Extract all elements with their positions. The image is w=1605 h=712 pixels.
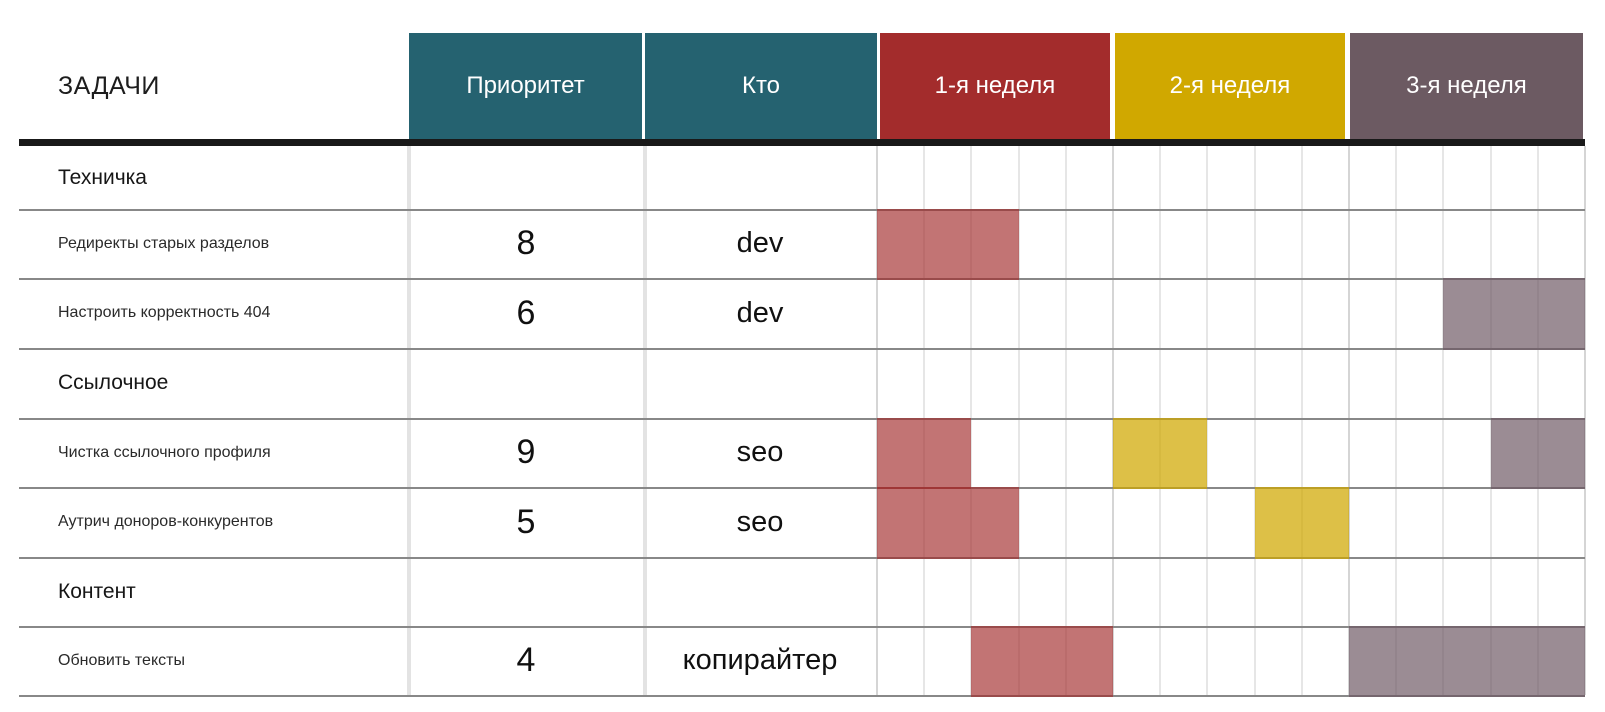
priority-value: 9 bbox=[516, 433, 536, 471]
task-name: Настроить корректность 404 bbox=[58, 304, 271, 321]
assignee-value: копирайтер bbox=[682, 644, 838, 676]
task-name: Аутрич доноров-конкурентов bbox=[58, 513, 274, 530]
tasks-column-header: ЗАДАЧИ bbox=[58, 71, 160, 100]
week2-column-header: 2-я неделя bbox=[1115, 33, 1345, 139]
task-name: Чистка ссылочного профиля bbox=[58, 443, 271, 461]
priority-column-header: Приоритет bbox=[409, 33, 642, 139]
section-title: Ссылочное bbox=[58, 371, 169, 394]
priority-value: 5 bbox=[516, 502, 536, 541]
task-name: Обновить тексты bbox=[58, 651, 185, 669]
task-row: Настроить корректность 404 6 dev bbox=[19, 278, 1585, 348]
task-name: Редиректы старых разделов bbox=[58, 234, 270, 252]
assignee-value: seo bbox=[736, 436, 784, 468]
week1-column-header: 1-я неделя bbox=[880, 33, 1110, 139]
assignee-value: seo bbox=[736, 505, 784, 538]
section-row: Техничка bbox=[19, 146, 1585, 209]
section-title: Контент bbox=[58, 579, 136, 603]
task-row: Аутрич доноров-конкурентов 5 seo bbox=[19, 487, 1585, 557]
who-column-header: Кто bbox=[645, 33, 877, 139]
task-row: Редиректы старых разделов 8 dev bbox=[19, 209, 1585, 278]
section-row: Контент bbox=[19, 557, 1585, 626]
task-row: Обновить тексты 4 копирайтер bbox=[19, 626, 1585, 695]
assignee-value: dev bbox=[736, 296, 784, 329]
task-row: Чистка ссылочного профиля 9 seo bbox=[19, 418, 1585, 487]
priority-value: 6 bbox=[516, 293, 536, 332]
section-title: Техничка bbox=[58, 165, 147, 189]
header-divider-rule bbox=[19, 139, 1585, 146]
priority-value: 8 bbox=[516, 224, 536, 262]
week3-column-header: 3-я неделя bbox=[1350, 33, 1583, 139]
row-separator-line bbox=[19, 695, 1585, 697]
priority-value: 4 bbox=[516, 641, 536, 679]
assignee-value: dev bbox=[736, 227, 784, 259]
section-row: Ссылочное bbox=[19, 348, 1585, 418]
